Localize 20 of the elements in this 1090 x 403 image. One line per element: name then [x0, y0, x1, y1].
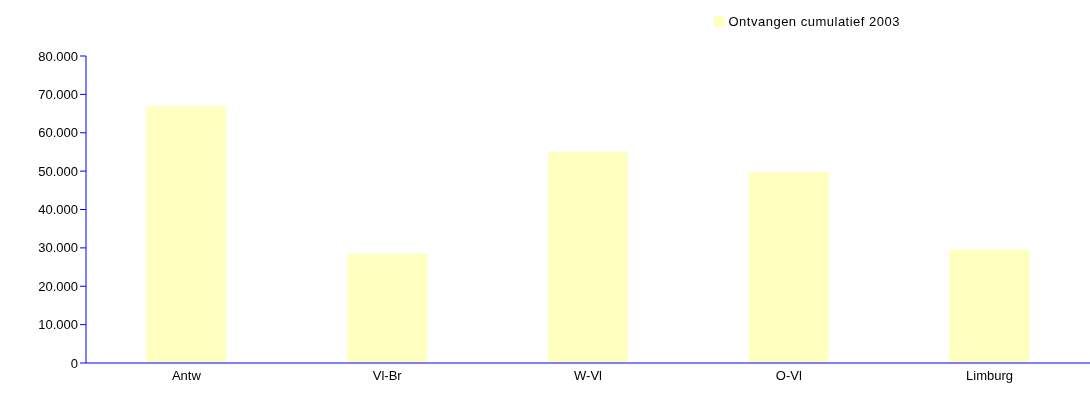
bar — [748, 171, 829, 363]
x-tick-label: W-Vl — [574, 368, 603, 384]
x-tick-label: Limburg — [966, 368, 1014, 384]
x-tick-label: Vl-Br — [372, 368, 403, 384]
y-tick-label: 0 — [70, 355, 78, 371]
y-tick-label: 40.000 — [38, 202, 78, 218]
x-tick-label: Antw — [171, 368, 202, 384]
bar — [347, 253, 428, 363]
legend-label: Ontvangen cumulatief 2003 — [728, 14, 900, 29]
y-tick-label: 20.000 — [38, 278, 78, 294]
y-tick-label: 60.000 — [38, 125, 78, 141]
y-tick-label: 80.000 — [38, 48, 78, 64]
y-tick-label: 10.000 — [38, 317, 78, 333]
bar — [949, 249, 1030, 363]
bar — [146, 105, 227, 363]
y-tick-label: 50.000 — [38, 163, 78, 179]
y-tick-label: 30.000 — [38, 240, 78, 256]
y-tick-label: 70.000 — [38, 86, 78, 102]
bar — [547, 151, 628, 363]
x-tick-label: O-Vl — [775, 368, 802, 384]
